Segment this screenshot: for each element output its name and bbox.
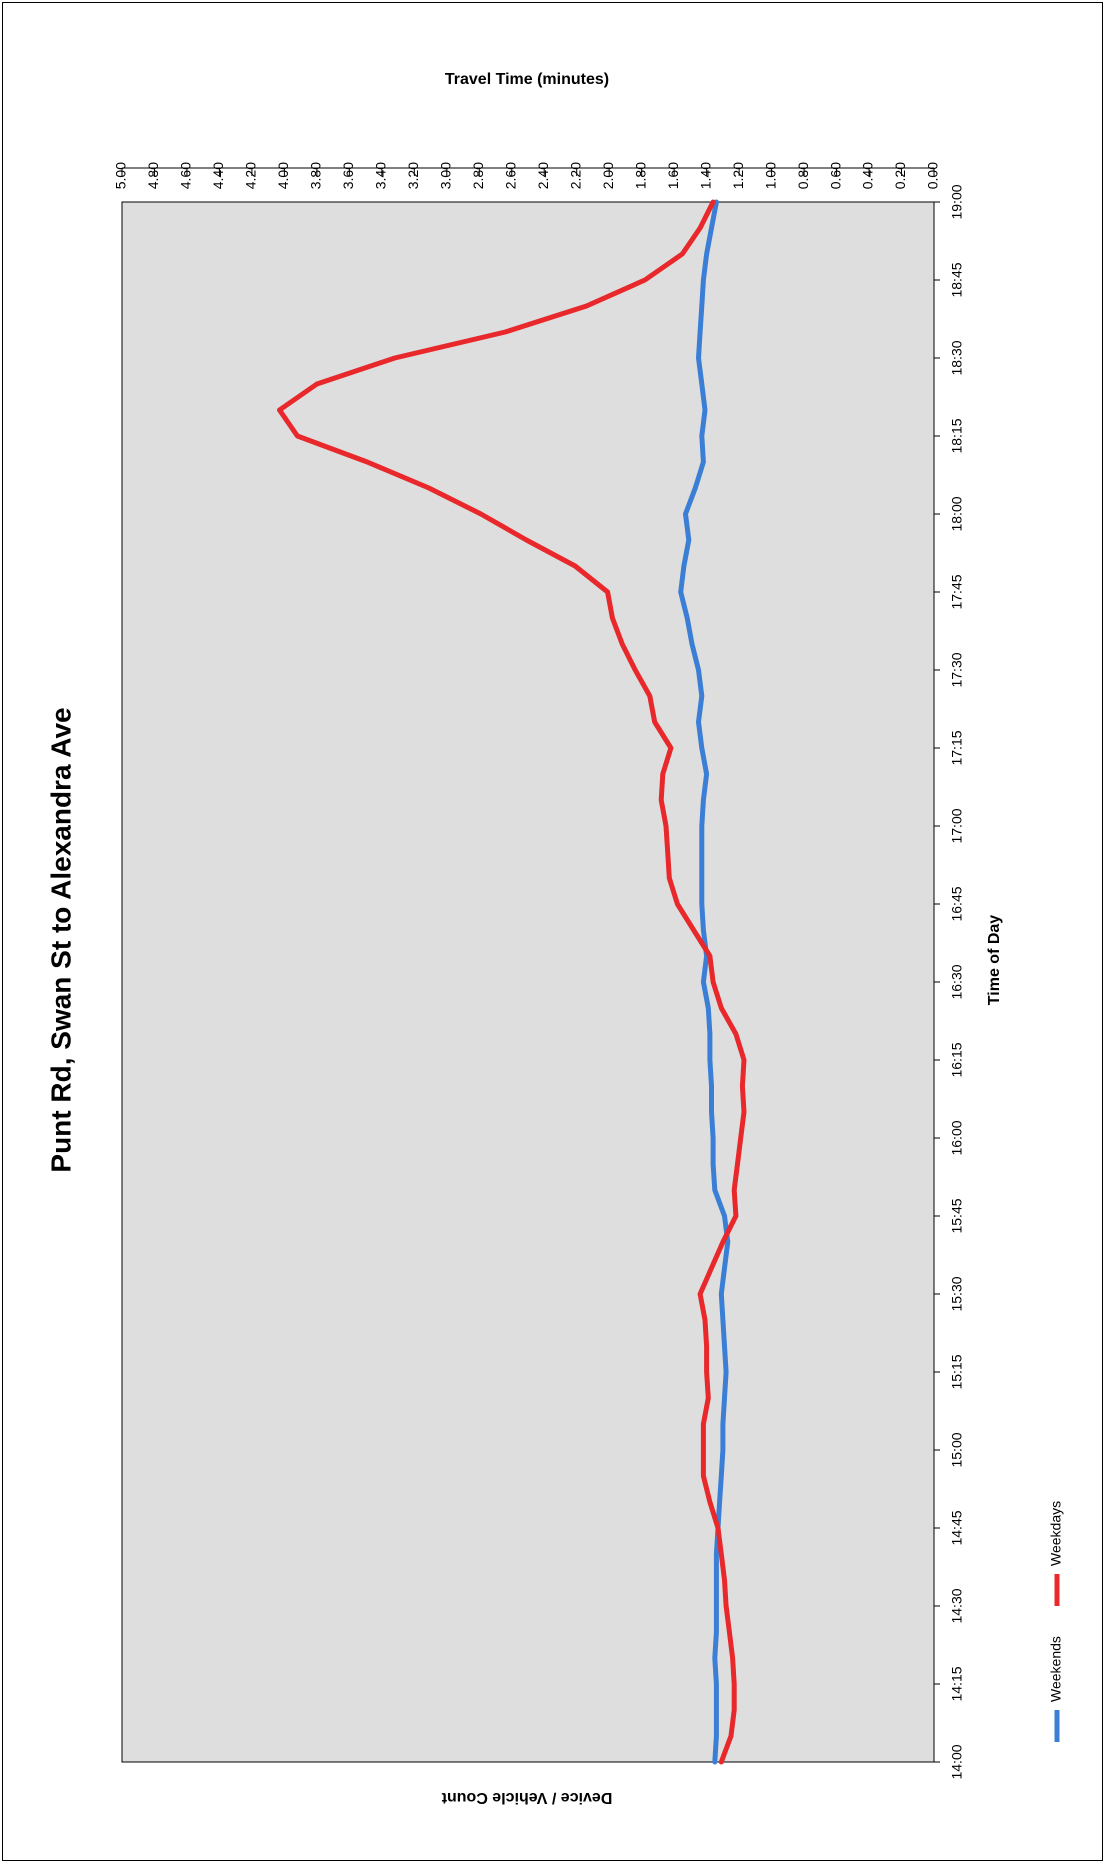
y-axis-title: Travel Time (minutes)	[445, 71, 609, 88]
series-line-weekends	[678, 199, 731, 1765]
time-tick-label: 15:45	[949, 1198, 965, 1233]
time-tick-label: 19:00	[949, 184, 965, 219]
series-layer	[277, 199, 747, 1765]
value-tick-label: 4.00	[275, 162, 291, 189]
time-tick-label: 15:00	[949, 1432, 965, 1467]
value-tick-label: 0.20	[892, 162, 908, 189]
time-tick-label: 18:30	[949, 340, 965, 375]
time-tick-label: 17:15	[949, 730, 965, 765]
series-line-weekdays	[277, 199, 747, 1765]
value-tick-label: 2.80	[470, 162, 486, 189]
value-tick-label: 0.60	[827, 162, 843, 189]
time-tick-label: 16:30	[949, 964, 965, 999]
value-tick-label: 2.00	[600, 162, 616, 189]
value-tick-label: 5.00	[113, 162, 129, 189]
value-tick-label: 3.20	[405, 162, 421, 189]
plot-area	[121, 201, 935, 1763]
time-tick-label: 15:15	[949, 1354, 965, 1389]
value-tick-label: 1.20	[730, 162, 746, 189]
value-tick-label: 0.40	[860, 162, 876, 189]
time-tick-label: 17:30	[949, 652, 965, 687]
legend-label-weekends: Weekends	[1048, 1636, 1064, 1702]
value-tick-label: 2.20	[567, 162, 583, 189]
time-tick-label: 14:45	[949, 1510, 965, 1545]
value-tick-label: 2.40	[535, 162, 551, 189]
value-tick-label: 3.80	[308, 162, 324, 189]
time-tick-label: 16:00	[949, 1120, 965, 1155]
value-tick-label: 0.00	[925, 162, 941, 189]
value-tick-label: 1.00	[762, 162, 778, 189]
value-tick-label: 0.80	[795, 162, 811, 189]
x-axis-title: Time of Day	[986, 915, 1003, 1006]
value-tick-label: 3.60	[340, 162, 356, 189]
time-tick-label: 17:45	[949, 574, 965, 609]
time-tick-label: 17:00	[949, 808, 965, 843]
time-tick-label: 16:15	[949, 1042, 965, 1077]
time-tick-label: 15:30	[949, 1276, 965, 1311]
chart-title: Punt Rd, Swan St to Alexandra Ave	[45, 707, 76, 1172]
value-tick-label: 2.60	[502, 162, 518, 189]
value-tick-label: 1.60	[665, 162, 681, 189]
time-tick-label: 18:00	[949, 496, 965, 531]
value-tick-label: 4.60	[178, 162, 194, 189]
x-axis: 14:00 14:15 14:30 14:45 15:00 15:15 15:30 15:45…	[934, 184, 965, 1780]
legend: Weekends Weekdays	[1048, 1501, 1064, 1742]
value-tick-label: 3.00	[438, 162, 454, 189]
time-tick-label: 16:45	[949, 886, 965, 921]
time-tick-label: 18:45	[949, 262, 965, 297]
secondary-axis-title: Device / Vehicle Count	[441, 1789, 612, 1806]
value-tick-label: 4.20	[243, 162, 259, 189]
value-tick-label: 1.40	[697, 162, 713, 189]
legend-label-weekdays: Weekdays	[1048, 1501, 1064, 1566]
value-tick-label: 1.80	[632, 162, 648, 189]
y-axis: 0.00 0.20 0.40 0.60 0.80 1.00 1.20 1.40 1.60 1.80…	[113, 162, 941, 189]
time-tick-label: 14:00	[949, 1744, 965, 1779]
time-tick-label: 14:30	[949, 1588, 965, 1623]
value-tick-label: 3.40	[373, 162, 389, 189]
time-tick-label: 18:15	[949, 418, 965, 453]
time-tick-label: 14:15	[949, 1666, 965, 1701]
value-tick-label: 4.40	[210, 162, 226, 189]
value-tick-label: 4.80	[145, 162, 161, 189]
